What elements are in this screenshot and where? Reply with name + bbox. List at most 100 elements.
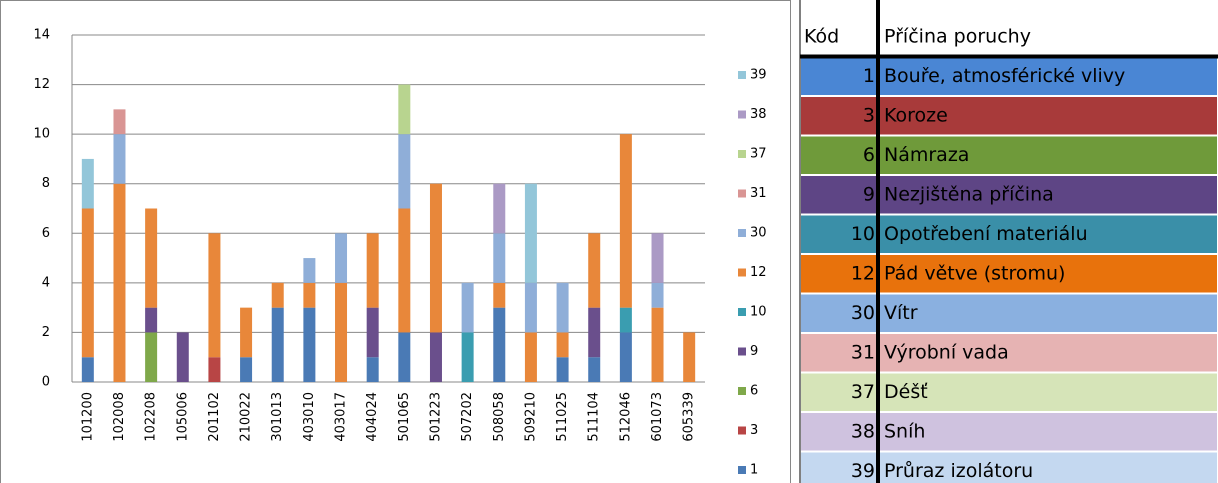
bar-segment	[81, 158, 94, 209]
legend-label: 1	[750, 463, 758, 478]
legend-label: 9	[750, 344, 758, 359]
code-cell: 10	[851, 223, 875, 245]
cause-cell: Průraz izolátoru	[884, 460, 1033, 482]
legend-swatch	[738, 308, 746, 316]
x-tick-label: 301013	[270, 392, 285, 442]
legend-label: 39	[750, 68, 767, 83]
bar-segment	[398, 84, 411, 135]
bar-segment	[398, 332, 411, 382]
code-cell: 12	[851, 262, 875, 284]
bar-segment	[335, 233, 348, 283]
x-tick-label: 601073	[650, 392, 665, 442]
bar-segment	[588, 307, 601, 358]
bar-segment	[81, 357, 94, 382]
legend-label: 38	[750, 107, 767, 122]
bar-segment	[619, 332, 632, 382]
bar-segment	[208, 233, 221, 358]
legend-swatch	[738, 189, 746, 198]
y-tick-label: 8	[42, 176, 50, 191]
x-tick-label: 511025	[555, 392, 570, 442]
legend-label: 3	[750, 423, 758, 438]
bar-segment	[398, 134, 411, 209]
cause-cell: Bouře, atmosférické vlivy	[884, 65, 1125, 87]
bar-segment	[366, 357, 379, 382]
bar-segment	[524, 332, 537, 382]
bar-segment	[303, 258, 316, 283]
x-tick-label: 512046	[618, 392, 633, 442]
bar-segment	[145, 307, 158, 333]
x-tick-label: 201102	[207, 392, 222, 442]
x-tick-label: 501223	[428, 392, 443, 442]
bar-segment	[619, 134, 632, 308]
bar-segment	[556, 282, 569, 333]
bar-segment	[493, 233, 506, 283]
bar-segment	[335, 282, 348, 382]
cause-cell: Vítr	[884, 302, 918, 324]
y-tick-label: 0	[42, 375, 50, 390]
x-tick-label: 403010	[302, 392, 317, 442]
y-tick-label: 14	[33, 28, 50, 43]
bar-segment	[113, 109, 126, 135]
bar-segment	[556, 332, 569, 358]
y-tick-label: 10	[33, 127, 50, 142]
legend-label: 37	[750, 147, 767, 162]
row-bg	[799, 213, 1218, 255]
code-cell: 30	[851, 302, 875, 324]
row-bg	[799, 95, 1218, 137]
legend-swatch	[738, 110, 746, 119]
x-tick-label: 605339	[682, 392, 697, 442]
bar-segment	[240, 307, 253, 358]
bar-segment	[493, 183, 506, 234]
code-cell: 38	[851, 420, 875, 442]
x-tick-label: 210022	[239, 392, 254, 442]
bar-segment	[493, 307, 506, 382]
legend-label: 6	[750, 384, 758, 399]
code-cell: 1	[863, 65, 875, 87]
legend-swatch	[738, 71, 746, 79]
cause-cell: Nezjištěna příčina	[884, 183, 1054, 205]
x-tick-label: 509210	[523, 392, 538, 442]
bar-segment	[651, 233, 664, 283]
y-tick-label: 2	[42, 325, 50, 340]
legend-label: 12	[750, 265, 767, 280]
bar-segment	[113, 183, 126, 382]
x-tick-label: 101200	[80, 392, 95, 442]
y-tick-label: 6	[42, 226, 50, 241]
bar-segment	[619, 307, 632, 333]
x-tick-label: 507202	[460, 392, 475, 442]
cause-cell: Sníh	[884, 420, 925, 442]
bar-segment	[271, 282, 284, 308]
legend-label: 10	[750, 305, 767, 320]
legend-swatch	[738, 268, 746, 277]
bar-segment	[651, 282, 664, 308]
x-tick-label: 501065	[397, 392, 412, 442]
bar-segment	[176, 332, 189, 382]
bar-segment	[145, 208, 158, 308]
legend-swatch	[738, 387, 746, 395]
x-tick-label: 508058	[492, 392, 507, 442]
bar-segment	[81, 208, 94, 358]
bar-segment	[683, 332, 696, 382]
code-cell: 31	[851, 341, 875, 363]
header-cell: Kód	[804, 25, 839, 47]
bar-segment	[461, 332, 474, 382]
code-cell: 3	[863, 104, 875, 126]
bar-segment	[461, 282, 474, 333]
legend-swatch	[738, 426, 746, 435]
chart: 0 2 4 6 8 10 12 14 101200 102008 102208 105006 20110…	[0, 0, 791, 483]
legend-swatch	[738, 150, 746, 158]
row-bg	[799, 411, 1218, 453]
legend-label: 31	[750, 186, 767, 201]
row-bg	[799, 134, 1218, 176]
x-tick-label: 404024	[365, 392, 380, 442]
y-tick-label: 12	[33, 77, 50, 92]
bar-segment	[524, 183, 537, 283]
legend-label: 30	[750, 226, 767, 241]
legend-swatch	[738, 466, 746, 474]
bar-segment	[208, 357, 221, 382]
cause-cell: Koroze	[884, 104, 948, 126]
bar-segment	[493, 282, 506, 308]
cause-cell: Námraza	[884, 144, 969, 166]
bar-segment	[271, 307, 284, 382]
cause-cell: Výrobní vada	[884, 341, 1009, 363]
